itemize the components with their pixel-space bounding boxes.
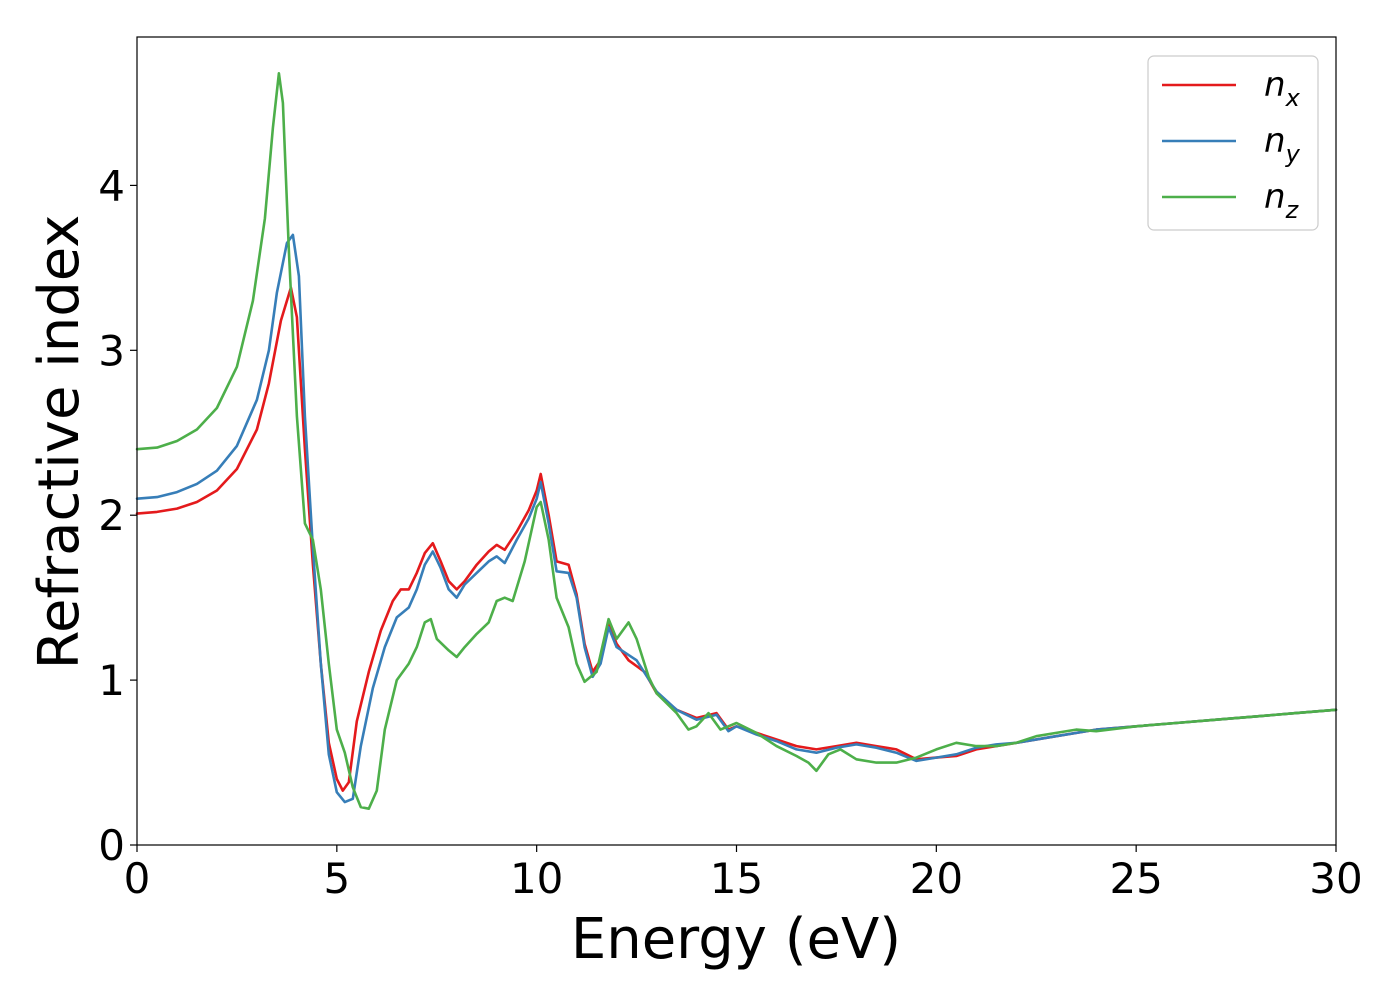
x-axis-title: Energy (eV) xyxy=(571,907,901,972)
legend-label-base: n xyxy=(1264,121,1286,161)
y-tick-label: 1 xyxy=(98,656,125,705)
x-tick-label: 5 xyxy=(323,854,350,903)
y-axis-ticks: 0 1 2 3 4 xyxy=(98,161,137,870)
series-line-y xyxy=(135,233,1338,804)
x-tick-label: 30 xyxy=(1309,854,1362,903)
legend-label-subscript: y xyxy=(1285,140,1301,168)
x-tick-label: 20 xyxy=(910,854,963,903)
x-tick-label: 15 xyxy=(710,854,763,903)
y-tick-label: 0 xyxy=(98,821,125,870)
y-axis-title: Refractive index xyxy=(27,215,92,670)
legend-label-subscript: x xyxy=(1285,84,1301,112)
x-axis-ticks: 0 5 10 15 20 25 30 xyxy=(124,845,1363,903)
y-tick-label: 4 xyxy=(98,161,125,210)
legend-label-z: nz xyxy=(1264,177,1300,224)
legend-label-subscript: z xyxy=(1285,196,1300,224)
y-tick-label: 3 xyxy=(98,326,125,375)
x-tick-label: 10 xyxy=(510,854,563,903)
legend-label-base: n xyxy=(1264,65,1286,105)
legend-box xyxy=(1147,55,1319,231)
legend-label-base: n xyxy=(1264,177,1286,217)
y-tick-label: 2 xyxy=(98,491,125,540)
legend-label-x: nx xyxy=(1264,65,1301,112)
plot-area xyxy=(135,36,1338,846)
x-tick-label: 25 xyxy=(1109,854,1162,903)
x-tick-label: 0 xyxy=(124,854,151,903)
series-line-z xyxy=(135,72,1338,810)
legend-label-y: ny xyxy=(1264,121,1301,168)
